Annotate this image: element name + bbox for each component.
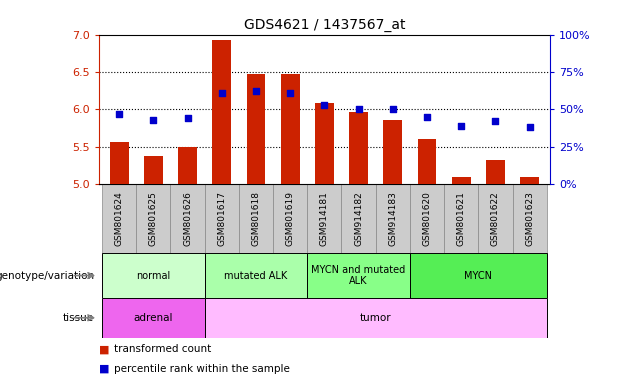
Point xyxy=(148,117,158,123)
Bar xyxy=(109,142,128,184)
Text: normal: normal xyxy=(136,270,170,281)
Point xyxy=(217,90,227,96)
Point xyxy=(490,118,501,124)
Bar xyxy=(410,184,444,253)
Bar xyxy=(315,103,334,184)
Bar xyxy=(410,253,547,298)
Bar xyxy=(444,184,478,253)
Text: GSM801622: GSM801622 xyxy=(491,192,500,246)
Bar xyxy=(170,184,205,253)
Bar xyxy=(349,112,368,184)
Point xyxy=(183,115,193,121)
Point xyxy=(285,90,295,96)
Text: ■: ■ xyxy=(99,344,109,354)
Text: MYCN and mutated
ALK: MYCN and mutated ALK xyxy=(312,265,406,286)
Title: GDS4621 / 1437567_at: GDS4621 / 1437567_at xyxy=(244,18,405,32)
Text: GSM801617: GSM801617 xyxy=(218,191,226,247)
Text: genotype/variation: genotype/variation xyxy=(0,270,94,281)
Bar xyxy=(478,184,513,253)
Point xyxy=(251,88,261,94)
Bar xyxy=(205,253,307,298)
Bar xyxy=(280,74,300,184)
Text: GSM914182: GSM914182 xyxy=(354,192,363,246)
Text: GSM801619: GSM801619 xyxy=(286,191,294,247)
Bar xyxy=(102,253,205,298)
Point xyxy=(319,102,329,108)
Bar xyxy=(342,184,376,253)
Text: adrenal: adrenal xyxy=(134,313,173,323)
Bar xyxy=(384,120,402,184)
Text: GSM801621: GSM801621 xyxy=(457,192,466,246)
Bar xyxy=(205,298,547,338)
Bar xyxy=(273,184,307,253)
Bar xyxy=(144,156,163,184)
Bar xyxy=(239,184,273,253)
Point xyxy=(388,106,398,113)
Text: percentile rank within the sample: percentile rank within the sample xyxy=(114,364,291,374)
Point xyxy=(354,106,364,113)
Text: GSM801620: GSM801620 xyxy=(422,192,431,246)
Bar xyxy=(102,184,136,253)
Text: mutated ALK: mutated ALK xyxy=(225,270,287,281)
Text: GSM801618: GSM801618 xyxy=(251,191,260,247)
Text: tumor: tumor xyxy=(360,313,392,323)
Text: GSM801625: GSM801625 xyxy=(149,192,158,246)
Point xyxy=(422,114,432,120)
Bar xyxy=(418,139,436,184)
Bar xyxy=(307,253,410,298)
Point xyxy=(114,111,124,117)
Point xyxy=(525,124,535,131)
Bar xyxy=(513,184,547,253)
Text: GSM801624: GSM801624 xyxy=(114,192,123,246)
Bar xyxy=(376,184,410,253)
Bar xyxy=(247,74,265,184)
Bar xyxy=(136,184,170,253)
Bar xyxy=(307,184,342,253)
Bar xyxy=(486,161,505,184)
Text: MYCN: MYCN xyxy=(464,270,492,281)
Bar xyxy=(102,298,205,338)
Bar xyxy=(520,177,539,184)
Text: ■: ■ xyxy=(99,364,109,374)
Text: GSM801623: GSM801623 xyxy=(525,192,534,246)
Text: GSM914181: GSM914181 xyxy=(320,192,329,246)
Text: GSM914183: GSM914183 xyxy=(389,192,398,246)
Bar xyxy=(205,184,239,253)
Bar xyxy=(178,147,197,184)
Point xyxy=(456,123,466,129)
Bar xyxy=(452,177,471,184)
Text: transformed count: transformed count xyxy=(114,344,212,354)
Text: GSM801626: GSM801626 xyxy=(183,192,192,246)
Bar xyxy=(212,40,231,184)
Text: tissue: tissue xyxy=(63,313,94,323)
